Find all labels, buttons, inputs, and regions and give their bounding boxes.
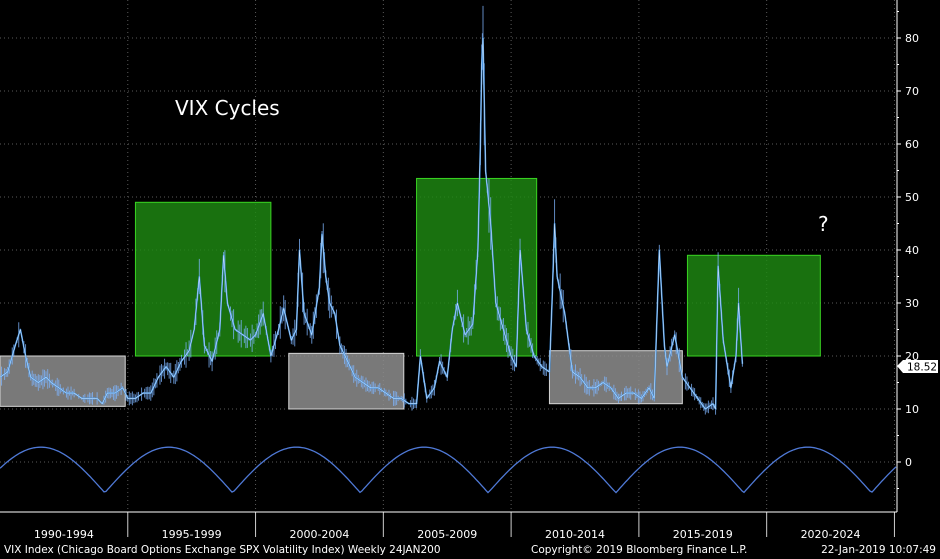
footer: VIX Index (Chicago Board Options Exchang… (4, 544, 936, 556)
y-tick-label: 70 (905, 85, 919, 98)
vix-line-highlight (0, 37, 743, 410)
x-period-label: 1995-1999 (162, 528, 222, 541)
y-axis: 0 10 20 30 40 50 60 70 80 (896, 0, 919, 512)
x-period-label: 1990-1994 (34, 528, 94, 541)
x-period-label: 2005-2009 (417, 528, 477, 541)
high-volatility-box (686, 254, 821, 357)
y-tick-label: 30 (905, 297, 919, 310)
footer-center: Copyright© 2019 Bloomberg Finance L.P. (531, 544, 747, 556)
y-tick-label: 80 (905, 32, 919, 45)
x-period-label: 2000-2004 (289, 528, 349, 541)
y-tick-label: 20 (905, 350, 919, 363)
chart-title: VIX Cycles (175, 96, 280, 120)
y-tick-label: 50 (905, 191, 919, 204)
last-value-marker (897, 360, 938, 373)
footer-left: VIX Index (Chicago Board Options Exchang… (4, 544, 441, 556)
y-tick-label: 10 (905, 403, 919, 416)
y-tick-label: 0 (905, 456, 912, 469)
x-period-label: 2020-2024 (801, 528, 861, 541)
x-period-label: 2015-2019 (673, 528, 733, 541)
cycle-curve (0, 446, 897, 494)
y-tick-label: 40 (905, 244, 919, 257)
y-tick-label: 60 (905, 138, 919, 151)
low-volatility-box (0, 355, 126, 407)
question-annotation: ? (818, 212, 829, 236)
x-axis: 1990-1994 1995-1999 2000-2004 2005-2009 2010… (0, 511, 897, 541)
x-period-label: 2010-2014 (545, 528, 605, 541)
vix-series (0, 5, 744, 415)
cycle-wave (0, 446, 897, 494)
last-value-label: 18.52 (907, 362, 937, 374)
last-value-badge: 18.52 (897, 360, 938, 374)
footer-right: 22-Jan-2019 10:07:49 (821, 544, 936, 556)
